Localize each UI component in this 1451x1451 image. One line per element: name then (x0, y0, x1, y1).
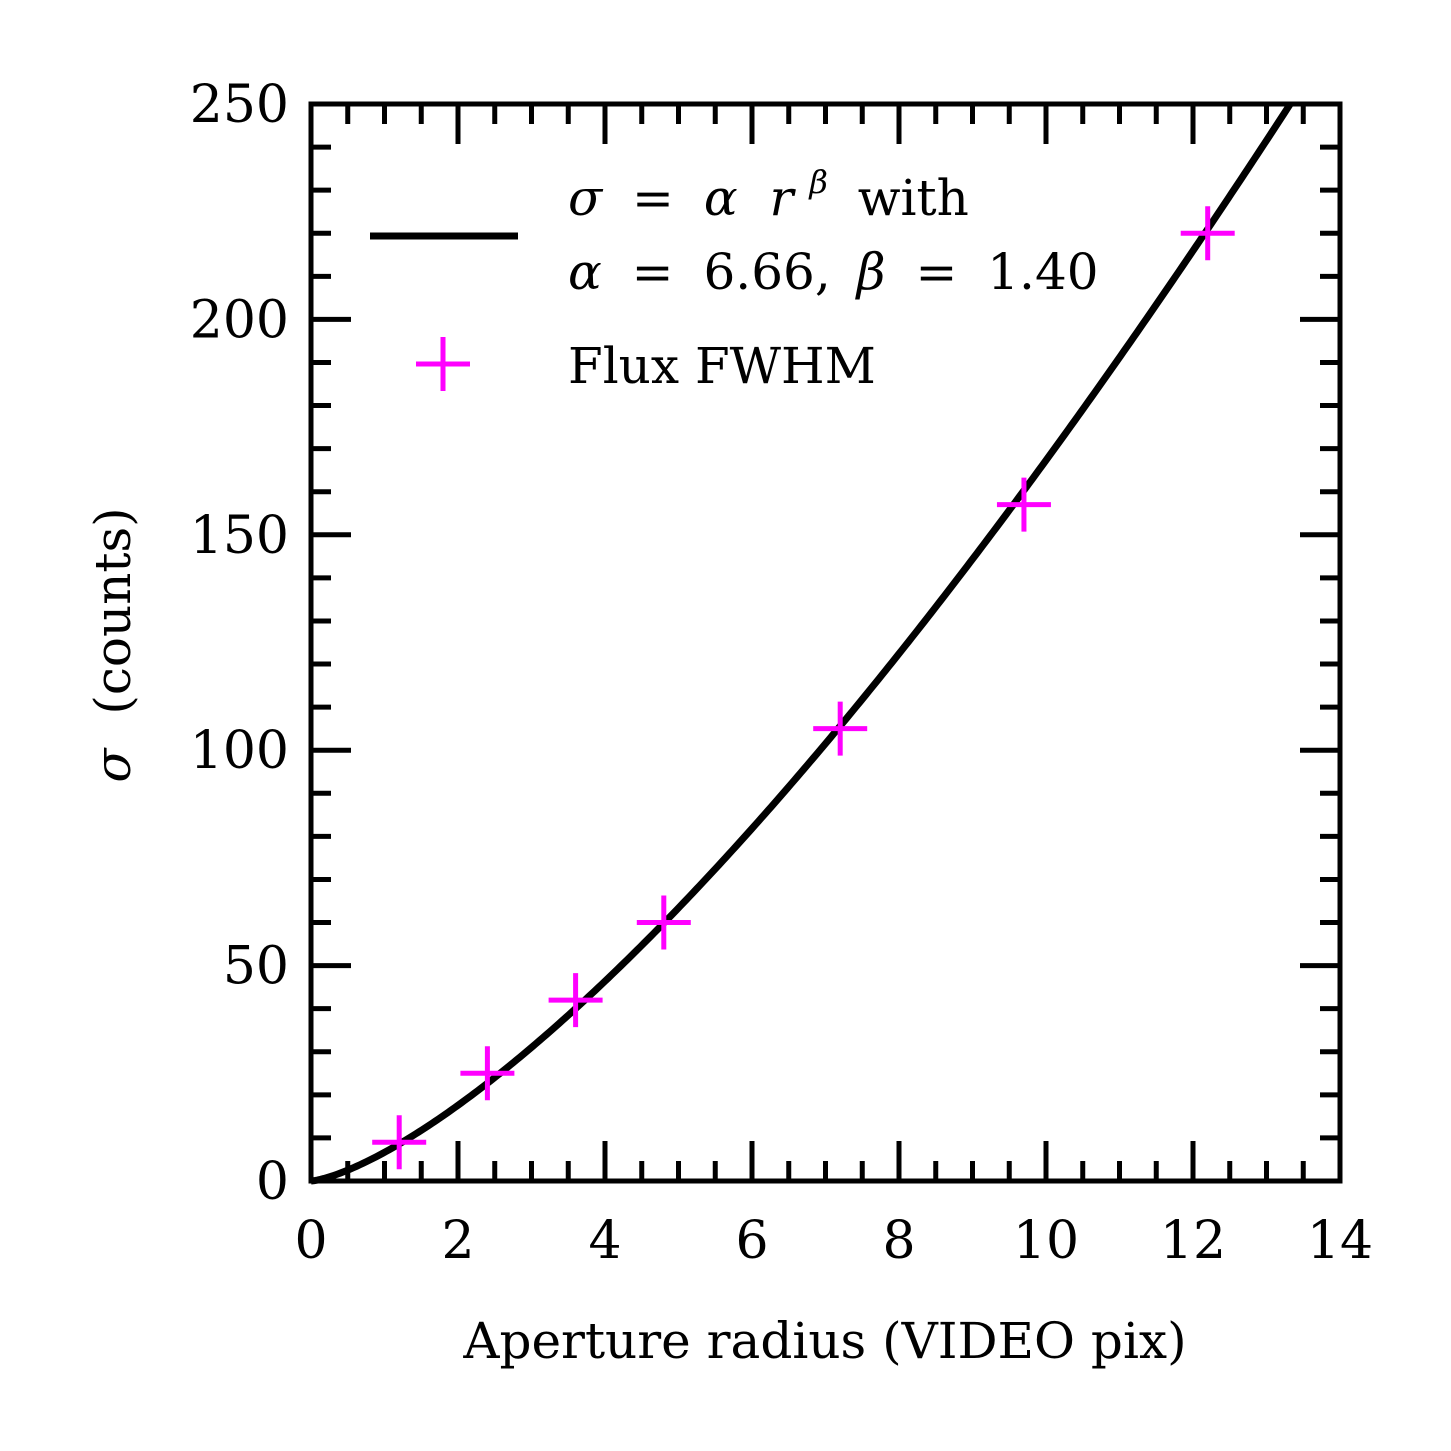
legend-flux-label: Flux FWHM (568, 337, 876, 395)
data-point (813, 701, 868, 756)
y-tick-label: 150 (190, 506, 289, 566)
legend-sigma: σ (568, 169, 604, 227)
y-tick-labels: 0 50 100 150 200 250 (190, 75, 289, 1212)
x-tick-label: 2 (441, 1211, 474, 1271)
legend-r: r (770, 169, 797, 227)
legend-fit-line1: σ = α r β with (568, 147, 969, 227)
x-tick-label: 0 (294, 1211, 327, 1271)
data-point (636, 895, 691, 950)
legend-eq: = (632, 169, 674, 227)
x-tick-label: 6 (735, 1211, 768, 1271)
minor-ticks (311, 104, 1340, 1181)
x-tick-label: 14 (1307, 1211, 1373, 1271)
legend: σ = α r β with α = 6.66, β = 1.40 Flux F… (370, 147, 1099, 395)
y-tick-label: 200 (190, 290, 289, 350)
plot-frame (308, 101, 1343, 1184)
legend-eq2: = (632, 243, 674, 301)
legend-alpha2: α (568, 243, 602, 301)
y-tick-label: 100 (190, 721, 289, 781)
fit-curve (310, 102, 1294, 1185)
legend-beta-exponent: β (808, 163, 828, 201)
y-tick-label: 0 (256, 1152, 289, 1212)
x-tick-label: 12 (1160, 1211, 1226, 1271)
legend-alpha: α (704, 169, 738, 227)
legend-alpha-value: 6.66, (703, 243, 830, 301)
legend-eq3: = (915, 243, 957, 301)
data-point (460, 1046, 515, 1101)
data-point (372, 1115, 427, 1170)
y-axis-counts: (counts) (84, 507, 142, 714)
data-point (548, 973, 603, 1028)
legend-beta-value: 1.40 (987, 243, 1098, 301)
y-tick-label: 250 (190, 75, 289, 135)
y-axis-sigma: σ (84, 747, 142, 783)
legend-with: with (858, 169, 969, 227)
x-tick-labels: 0 2 4 6 8 10 12 14 (294, 1211, 1373, 1271)
data-markers (372, 206, 1235, 1170)
legend-flux-marker (416, 337, 470, 391)
y-axis-label: σ (counts) (84, 507, 142, 782)
data-point (1180, 206, 1235, 261)
x-tick-label: 4 (588, 1211, 621, 1271)
y-tick-label: 50 (223, 937, 289, 997)
x-axis-label: Aperture radius (VIDEO pix) (462, 1312, 1186, 1370)
x-tick-label: 8 (882, 1211, 915, 1271)
data-point (996, 477, 1051, 532)
x-tick-label: 10 (1013, 1211, 1079, 1271)
legend-beta: β (855, 243, 886, 301)
legend-fit-line2: α = 6.66, β = 1.40 (568, 243, 1099, 301)
